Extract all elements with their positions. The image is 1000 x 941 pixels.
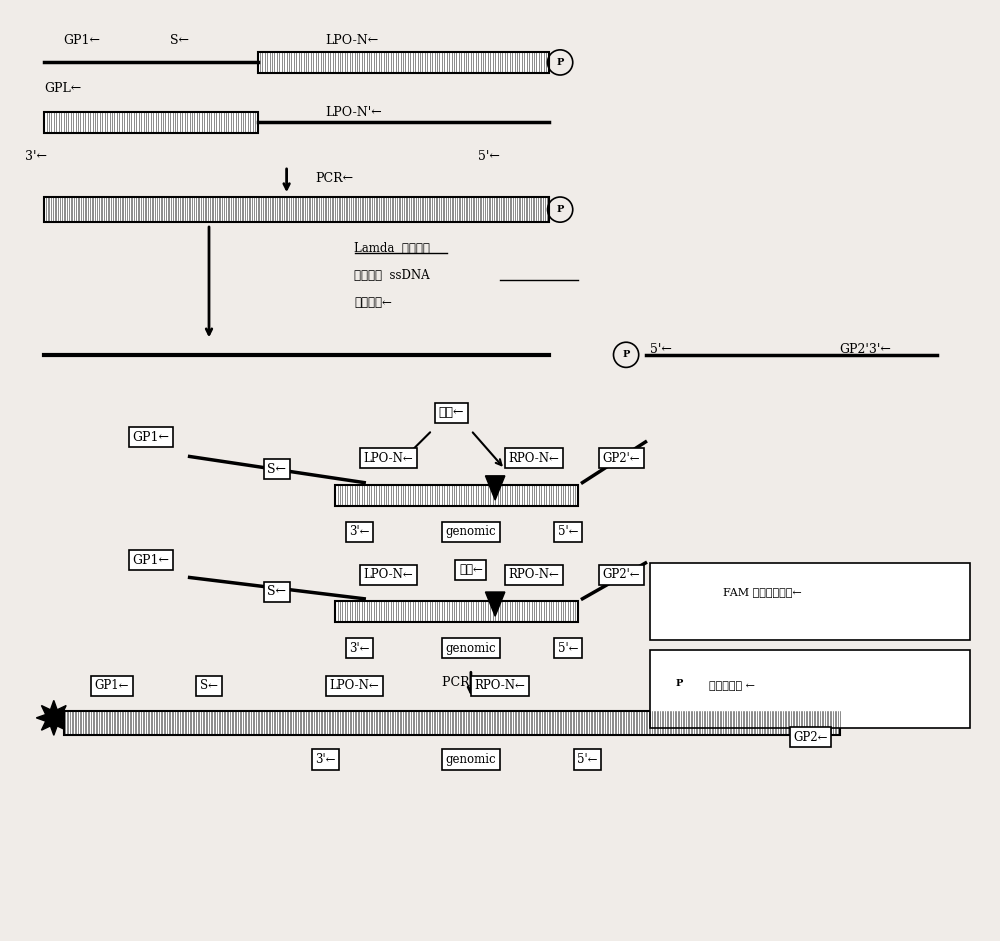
Text: 3'←: 3'← [349,525,370,538]
Text: GP2'3'←: GP2'3'← [840,343,891,357]
Bar [44,112,258,133]
Text: 3'←: 3'← [25,150,47,163]
Text: GPL←: GPL← [44,82,81,95]
FancyBboxPatch shape [650,650,970,727]
Bar [258,52,548,73]
Text: LPO-N←: LPO-N← [330,679,379,693]
Text: RPO-N←: RPO-N← [475,679,525,693]
Text: GP2←: GP2← [793,731,828,743]
Text: PCR←: PCR← [316,172,354,185]
Polygon shape [36,700,71,735]
Text: GP1←: GP1← [132,553,169,566]
Text: genomic: genomic [446,525,496,538]
Text: P: P [676,679,683,689]
Text: RPO-N←: RPO-N← [509,568,559,582]
Bar [44,198,548,222]
Text: genomic: genomic [446,753,496,766]
Text: 5'←: 5'← [558,525,578,538]
Text: 5'←: 5'← [478,150,500,163]
Text: 5'←: 5'← [558,642,578,655]
Text: genomic: genomic [446,642,496,655]
Text: 5'←: 5'← [650,343,672,357]
Text: GP2'←: GP2'← [602,568,640,582]
Text: S←: S← [267,585,286,598]
Text: P: P [622,350,630,359]
Bar [64,710,840,735]
Text: 杂交←: 杂交← [439,407,464,420]
Text: Lamda  核酸外切: Lamda 核酸外切 [354,242,430,255]
Text: FAM 荧光基团修饰←: FAM 荧光基团修饰← [723,587,802,597]
Text: GP2'←: GP2'← [602,452,640,465]
Text: LPO-N'←: LPO-N'← [325,106,382,120]
Text: LPO-N←: LPO-N← [325,34,379,47]
FancyBboxPatch shape [650,563,970,641]
Text: LPO-N←: LPO-N← [364,568,413,582]
Text: 3'←: 3'← [315,753,336,766]
Text: PCR 检测←: PCR 检测← [442,676,499,689]
Text: LPO-N←: LPO-N← [364,452,413,465]
Text: 磷酸化修饰 ←: 磷酸化修饰 ← [709,681,755,691]
Text: GP1←: GP1← [64,34,100,47]
Polygon shape [485,476,505,500]
Text: GP1←: GP1← [132,431,169,443]
Polygon shape [657,575,692,610]
Bar [335,600,578,622]
Text: RPO-N←: RPO-N← [509,452,559,465]
Text: S←: S← [200,679,218,693]
Text: S←: S← [267,463,286,475]
Text: 3'←: 3'← [349,642,370,655]
Text: GP1←: GP1← [95,679,129,693]
Polygon shape [485,592,505,616]
Text: 纯化回收←: 纯化回收← [354,296,392,309]
Text: 连接←: 连接← [459,564,483,576]
Bar [335,485,578,506]
Text: P: P [556,205,564,215]
Text: P: P [556,58,564,67]
Text: S←: S← [170,34,189,47]
Text: 5'←: 5'← [577,753,598,766]
Text: 酶消化及  ssDNA: 酶消化及 ssDNA [354,269,430,282]
